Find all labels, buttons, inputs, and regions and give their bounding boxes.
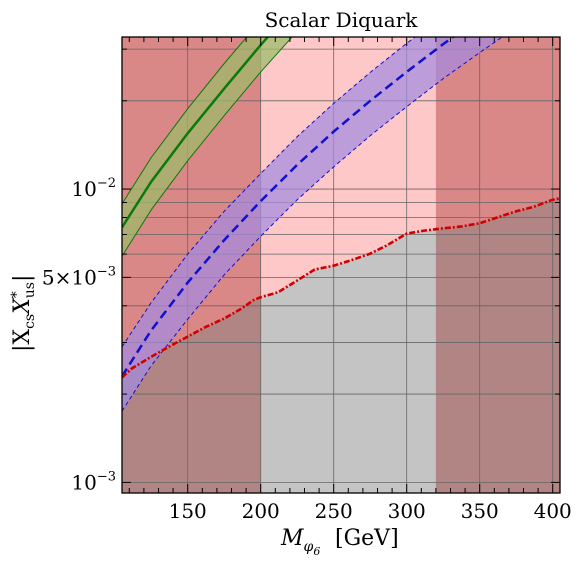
y-tick-label: 5×10−3 [42,264,116,289]
y-axis-label: |XcsX*us| [9,275,38,352]
plot-frame [121,36,561,494]
svg-text:[GeV]: [GeV] [335,526,399,551]
excluded-high-mass-region [435,37,560,493]
blue-lower-line [122,37,504,412]
green-central-line [122,37,270,229]
x-tick-label: 200 [242,499,280,523]
plot-area [122,37,560,493]
x-tick-label: 400 [534,499,572,523]
x-tick-label: 350 [461,499,499,523]
blue-central-line [122,37,456,377]
green-upper-line [122,37,248,205]
x-tick-label: 150 [169,499,207,523]
y-tick-label: 10−3 [71,469,116,494]
svg-text:Mφ6: Mφ6 [280,526,320,558]
red-limit-line [122,197,560,379]
blue-upper-line [122,37,416,348]
axis-layer: 150 200 250 300 350 400 10−3 5×10−3 10−2 [42,37,572,523]
chart-title: Scalar Diquark [265,8,419,32]
svg-text:|XcsX*us|: |XcsX*us| [9,275,38,352]
green-lower-line [122,37,293,257]
y-tick-label: 10−2 [71,176,116,201]
x-axis-label: Mφ6 [GeV] [280,526,399,558]
x-tick-label: 300 [388,499,426,523]
x-tick-label: 250 [315,499,353,523]
lower-region [122,198,560,493]
